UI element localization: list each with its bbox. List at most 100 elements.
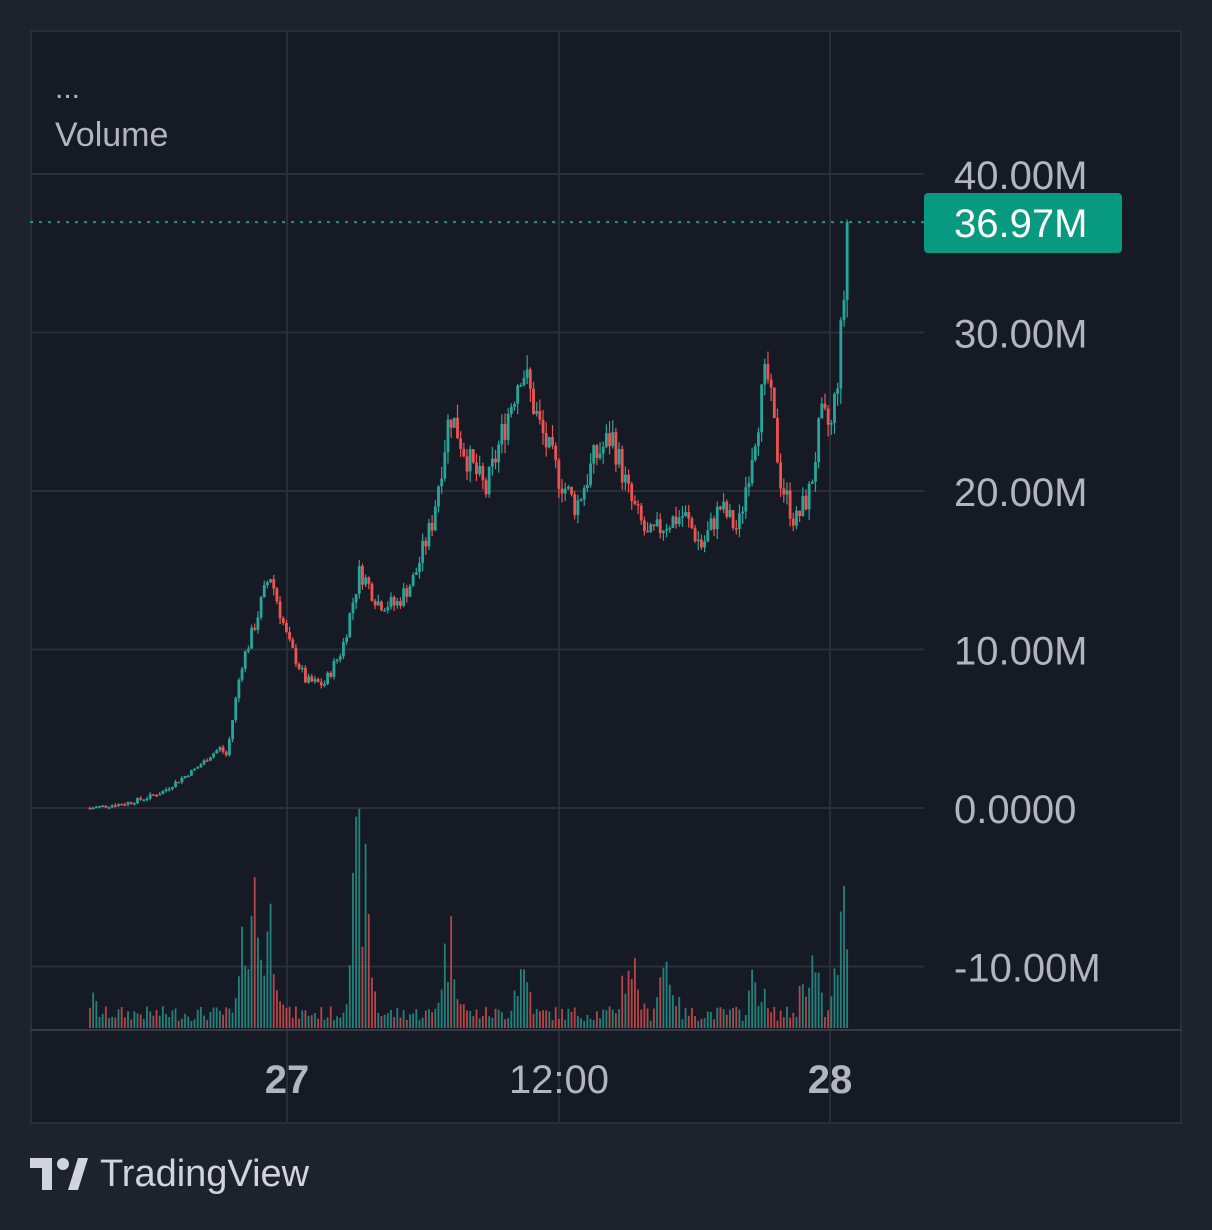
candle-body: [243, 651, 247, 669]
volume-bar: [314, 1013, 316, 1028]
legend-menu[interactable]: ...: [55, 72, 80, 105]
candle-body: [617, 449, 621, 465]
volume-bar: [564, 1019, 567, 1028]
candle-body: [361, 566, 364, 585]
candle-body: [304, 667, 307, 683]
volume-bar: [614, 1013, 617, 1028]
volume-bar: [583, 1020, 586, 1028]
volume-bar: [703, 1018, 706, 1028]
candle-body: [117, 804, 120, 807]
candle-body: [91, 807, 95, 810]
candle-body: [513, 403, 516, 407]
candle-body: [487, 466, 491, 495]
volume-bar: [738, 1009, 741, 1028]
candle-body: [497, 444, 501, 463]
volume-bar: [646, 1008, 649, 1028]
candle-body: [266, 582, 269, 586]
volume-bar: [513, 990, 516, 1028]
volume-bar: [361, 946, 364, 1028]
volume-bar: [320, 1007, 323, 1028]
candle-body: [136, 798, 139, 804]
branding[interactable]: TradingView: [30, 1152, 309, 1196]
candle-body: [782, 488, 786, 495]
volume-bar: [633, 957, 636, 1028]
volume-bar: [393, 1017, 396, 1028]
candle-body: [563, 488, 567, 494]
volume-bar: [519, 969, 522, 1028]
candle-body: [240, 668, 244, 680]
volume-bar: [504, 1019, 506, 1028]
candle-body: [395, 601, 399, 606]
volume-bar: [535, 1009, 538, 1028]
candle-body: [380, 601, 383, 611]
volume-bar: [174, 1008, 177, 1028]
volume-bar: [282, 1004, 285, 1028]
volume-bar: [348, 965, 351, 1028]
candle-body: [516, 385, 520, 404]
candle-body: [652, 524, 656, 527]
volume-bar: [237, 976, 240, 1028]
volume-bar: [168, 1017, 171, 1028]
volume-bar: [104, 1006, 107, 1028]
candle-body: [589, 463, 592, 485]
candle-body: [836, 388, 840, 394]
volume-bar: [117, 1009, 120, 1028]
candle-body: [319, 682, 323, 686]
volume-bar: [827, 1010, 830, 1028]
candle-body: [281, 618, 285, 623]
candle-body: [750, 459, 754, 484]
volume-bar: [801, 984, 804, 1028]
candle-body: [525, 369, 529, 379]
candle-body: [294, 647, 298, 664]
volume-bar: [665, 961, 668, 1028]
volume-bar: [725, 1014, 728, 1028]
y-tick-label: 40.00M: [954, 154, 1087, 198]
volume-bar: [557, 1018, 560, 1028]
volume-bar: [462, 1004, 465, 1028]
candle-body: [747, 483, 751, 488]
candle-body: [801, 495, 805, 516]
volume-bar: [203, 1015, 205, 1028]
candle-body: [535, 411, 539, 414]
candle-body: [205, 760, 209, 762]
volume-bar: [206, 1019, 209, 1028]
candle-body: [833, 393, 836, 423]
candle-body: [532, 388, 535, 414]
candle-body: [693, 528, 697, 542]
candle-body: [351, 602, 355, 614]
candle-body: [471, 449, 475, 463]
volume-bar: [127, 1011, 129, 1028]
volume-bar: [196, 1009, 199, 1028]
candle-body: [576, 500, 580, 515]
volume-bar: [779, 1010, 782, 1028]
candle-body: [313, 679, 317, 682]
volume-bar: [649, 1020, 652, 1028]
candle-body: [253, 627, 257, 630]
candle-body: [655, 519, 659, 527]
volume-bar: [215, 1007, 218, 1028]
volume-bar: [656, 997, 658, 1028]
candle-body: [237, 679, 241, 699]
candle-body: [795, 510, 798, 526]
volume-bar: [92, 992, 95, 1028]
volume-bar: [481, 1015, 484, 1028]
volume-bar: [307, 1015, 310, 1028]
candle-body: [700, 539, 703, 548]
volume-bar: [161, 1006, 164, 1028]
candle-body: [551, 436, 554, 446]
candle-body: [278, 601, 282, 619]
candle-body: [570, 486, 573, 495]
volume-bar: [108, 1018, 110, 1028]
candle-body: [741, 511, 745, 514]
volume-bar: [285, 1008, 288, 1028]
candle-body: [364, 577, 368, 585]
candle-body: [579, 499, 583, 501]
volume-bar: [326, 1017, 329, 1028]
candle-body: [167, 788, 171, 791]
volume-bar: [529, 992, 532, 1028]
volume-bar: [662, 967, 665, 1028]
volume-bar: [700, 1018, 703, 1028]
candle-body: [557, 460, 561, 489]
candle-body: [386, 607, 390, 611]
